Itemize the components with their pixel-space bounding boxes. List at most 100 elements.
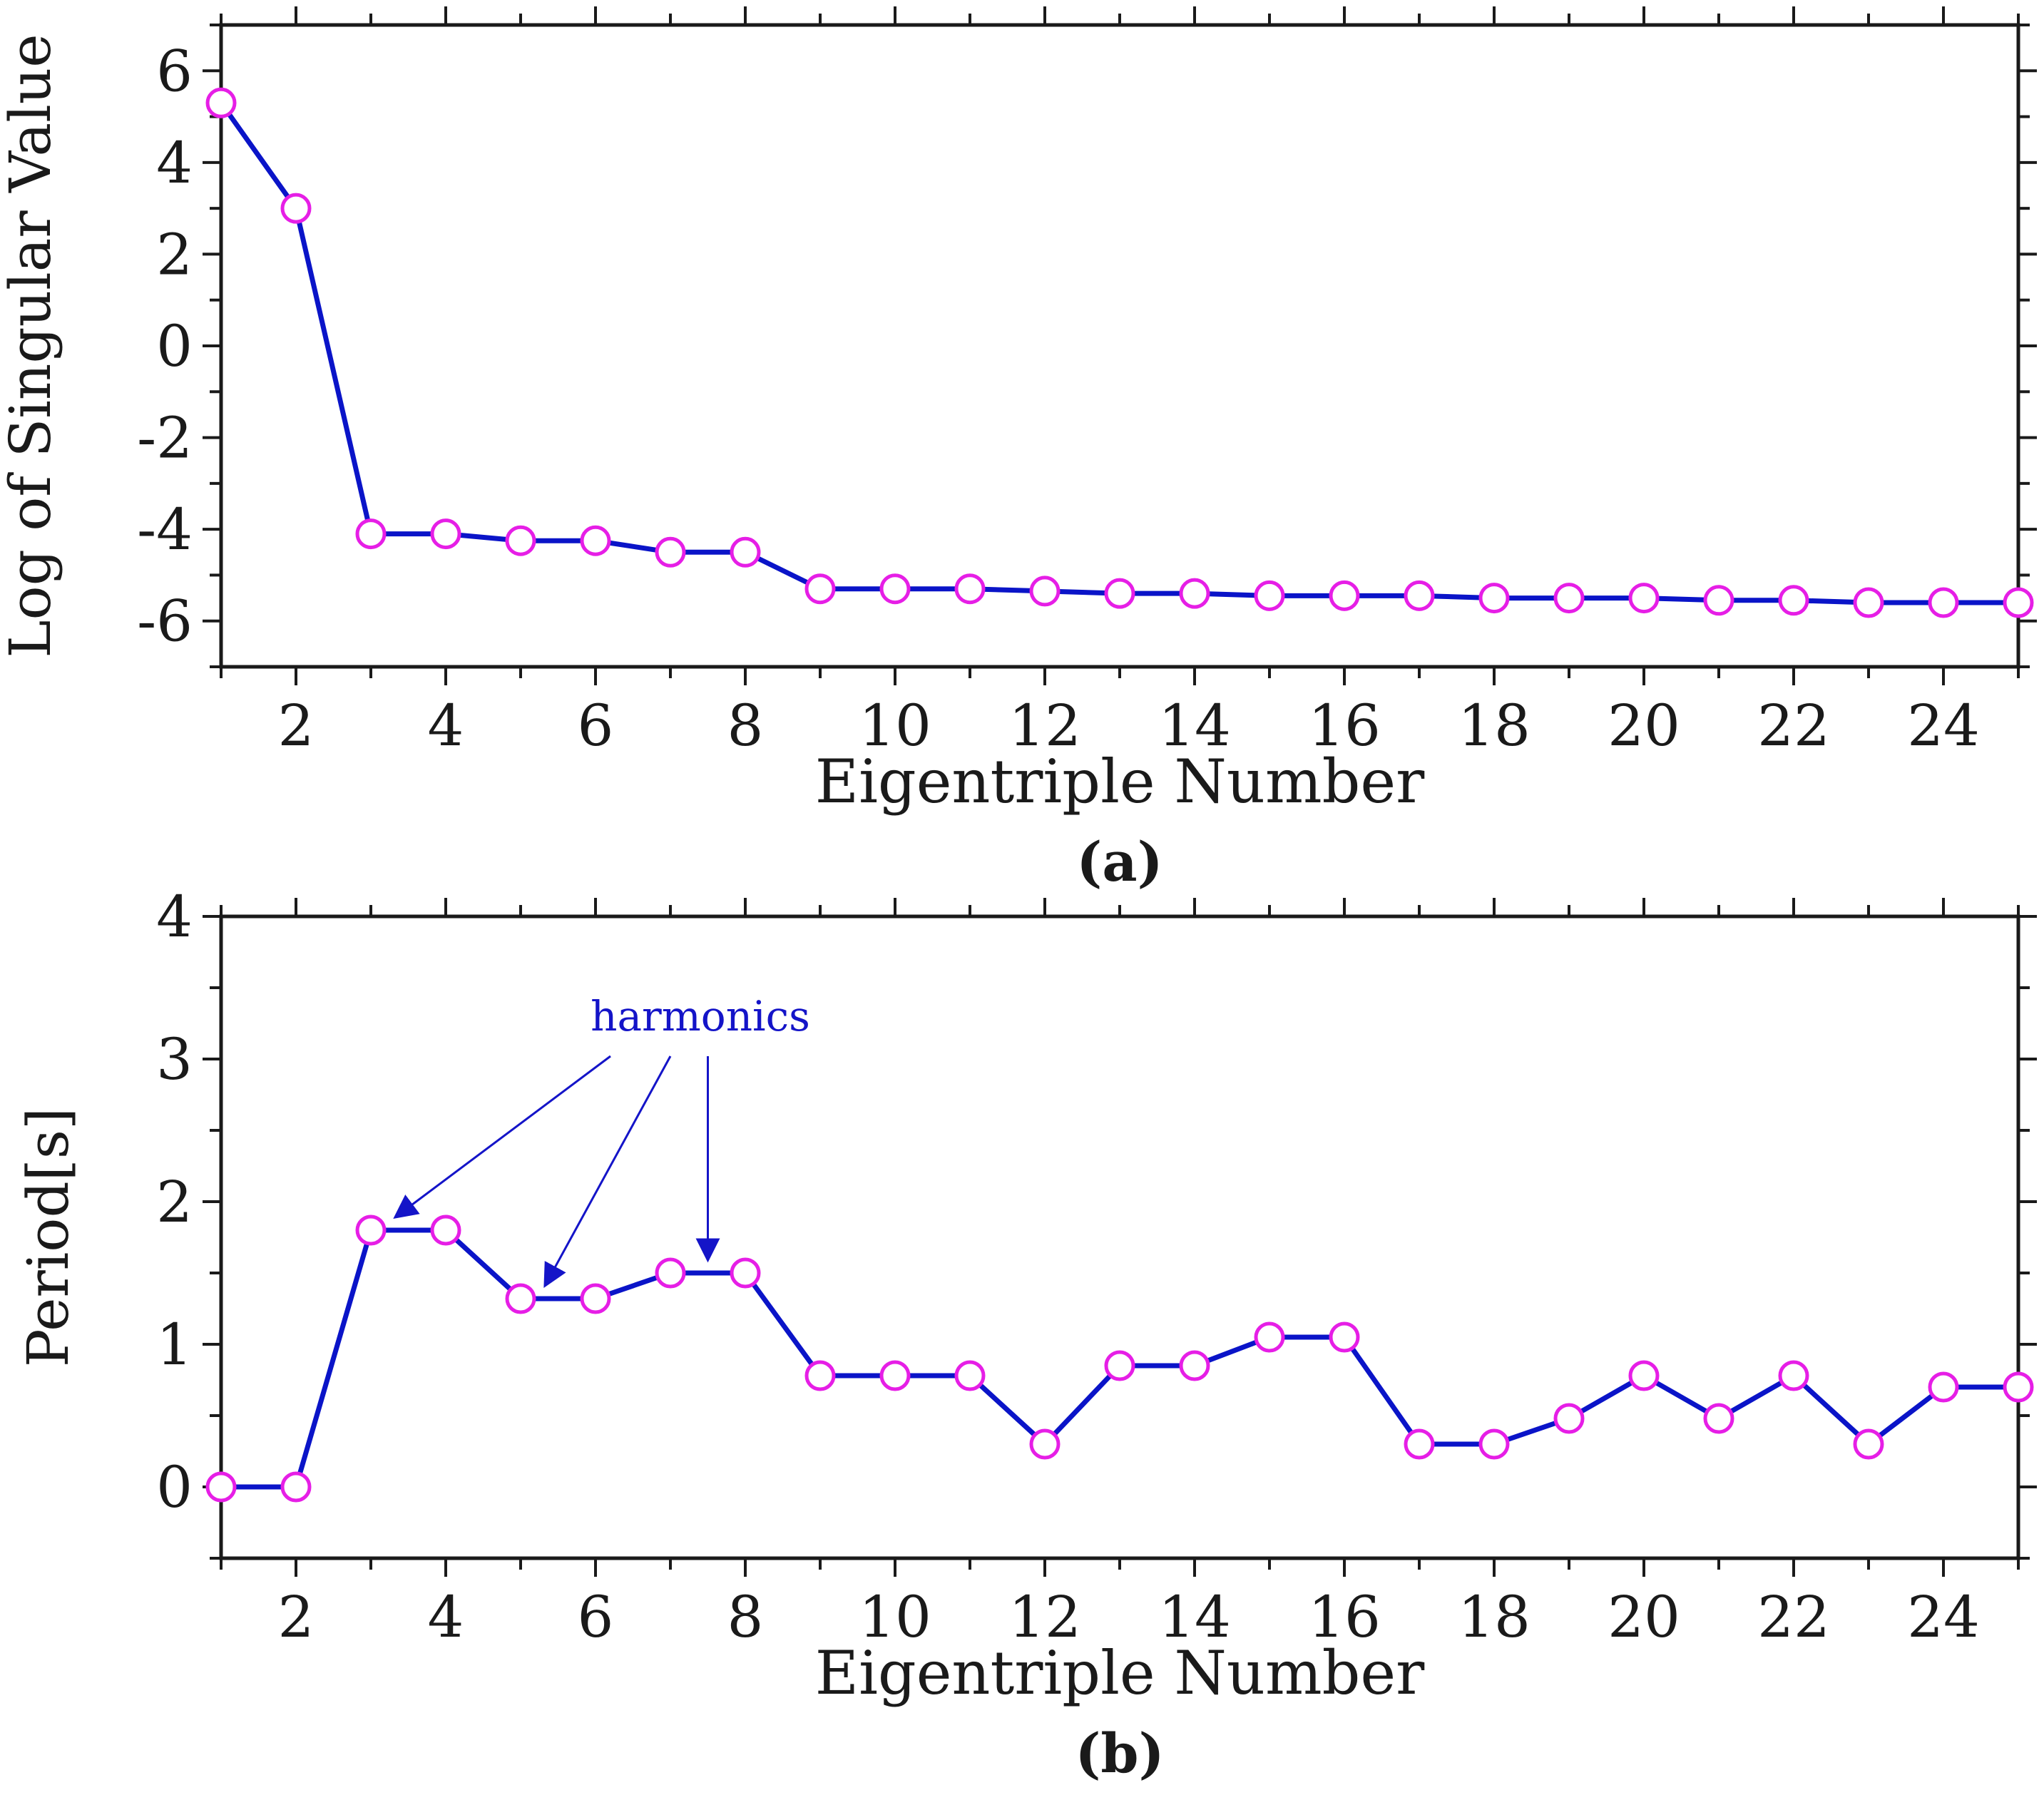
x-tick-label: 18 [1458, 1584, 1531, 1650]
data-point [1478, 1428, 1510, 1460]
x-tick-label: 20 [1608, 692, 1680, 759]
x-axis-title: Eigentriple Number [815, 747, 1425, 817]
data-point [655, 1257, 686, 1289]
y-tick-label: 1 [156, 1311, 193, 1378]
data-point [1254, 1321, 1285, 1353]
data-point [879, 573, 911, 605]
data-point [1404, 580, 1435, 611]
data-point [655, 536, 686, 568]
data-point [1104, 1350, 1135, 1381]
y-tick-label: 0 [156, 313, 193, 379]
x-tick-label: 8 [727, 1584, 764, 1650]
data-point [1029, 1428, 1061, 1460]
data-point [804, 573, 836, 605]
y-tick-label: -2 [137, 405, 193, 471]
x-tick-label: 4 [428, 692, 464, 759]
data-point [355, 518, 387, 550]
data-point [1179, 578, 1210, 609]
data-point [505, 525, 536, 556]
x-axis-title: Eigentriple Number [815, 1638, 1425, 1708]
data-point [2003, 587, 2034, 618]
data-point [879, 1360, 911, 1391]
data-point [1778, 1360, 1809, 1391]
data-point [1478, 583, 1510, 614]
x-tick-label: 20 [1608, 1584, 1680, 1650]
plot-frame [219, 914, 2020, 1560]
data-point [1853, 1428, 1884, 1460]
data-point [730, 536, 761, 568]
y-tick-label: 6 [156, 38, 193, 104]
data-point [1329, 580, 1360, 611]
data-point [280, 1471, 312, 1503]
data-point [430, 1214, 461, 1246]
data-point [355, 1214, 387, 1246]
data-point [954, 1360, 986, 1391]
x-tick-label: 2 [278, 692, 315, 759]
y-tick-label: 2 [156, 1169, 193, 1235]
y-axis-title: Log of Singular Value [0, 34, 63, 658]
y-tick-label: 3 [156, 1026, 193, 1093]
x-tick-label: 24 [1907, 692, 1980, 759]
data-point [1703, 1403, 1734, 1434]
data-point [430, 518, 461, 550]
x-tick-label: 16 [1308, 692, 1381, 759]
x-tick-label: 12 [1008, 1584, 1081, 1650]
y-tick-label: 2 [156, 221, 193, 287]
x-tick-label: 10 [859, 692, 931, 759]
data-point [1853, 587, 1884, 618]
x-tick-label: 22 [1757, 692, 1830, 759]
data-point [1553, 1403, 1585, 1434]
y-tick-label: 0 [156, 1454, 193, 1520]
data-point [1254, 580, 1285, 611]
panel-label: (b) [1075, 1722, 1164, 1785]
panel-a: 2 4 6 8 10 12 14 16 18 20 22 24-6-4-20246Eigentripl… [0, 6, 2037, 894]
x-tick-label: 18 [1458, 692, 1531, 759]
plot-frame [219, 23, 2020, 669]
data-point [1628, 1360, 1660, 1391]
data-point [280, 193, 312, 224]
data-point [1628, 583, 1660, 614]
data-point [1928, 587, 1959, 618]
x-tick-label: 2 [278, 1584, 315, 1650]
data-point [1104, 578, 1135, 609]
series-line [219, 101, 2018, 605]
data-point [1329, 1321, 1360, 1353]
data-point [205, 1471, 237, 1503]
x-tick-label: 12 [1008, 692, 1081, 759]
x-tick-label: 10 [859, 1584, 931, 1650]
data-point [1553, 583, 1585, 614]
y-tick-label: 4 [156, 884, 193, 950]
data-point [1179, 1350, 1210, 1381]
y-tick-label: 4 [156, 130, 193, 196]
data-point [580, 1283, 611, 1314]
data-point [804, 1360, 836, 1391]
data-point [1928, 1371, 1959, 1403]
data-point [1029, 576, 1061, 607]
x-tick-label: 8 [727, 692, 764, 759]
data-point [730, 1257, 761, 1289]
x-tick-label: 16 [1308, 1584, 1381, 1650]
x-tick-label: 4 [428, 1584, 464, 1650]
x-tick-label: 6 [578, 1584, 614, 1650]
data-point [954, 573, 986, 605]
annotation-arrow [543, 1055, 672, 1288]
y-tick-label: -4 [137, 496, 193, 563]
data-point [205, 87, 237, 118]
x-tick-label: 22 [1757, 1584, 1830, 1650]
panel-label: (a) [1076, 830, 1162, 894]
data-point [505, 1283, 536, 1314]
y-axis-title: Period[s] [15, 1108, 81, 1367]
annotation-label: harmonics [591, 992, 810, 1040]
annotation-arrow [393, 1055, 611, 1219]
x-tick-label: 6 [578, 692, 614, 759]
data-point [1703, 585, 1734, 616]
x-tick-label: 24 [1907, 1584, 1980, 1650]
x-tick-label: 14 [1158, 1584, 1231, 1650]
data-point [580, 525, 611, 556]
y-tick-label: -6 [137, 588, 193, 655]
x-tick-label: 14 [1158, 692, 1231, 759]
data-point [2003, 1371, 2034, 1403]
data-point [1404, 1428, 1435, 1460]
